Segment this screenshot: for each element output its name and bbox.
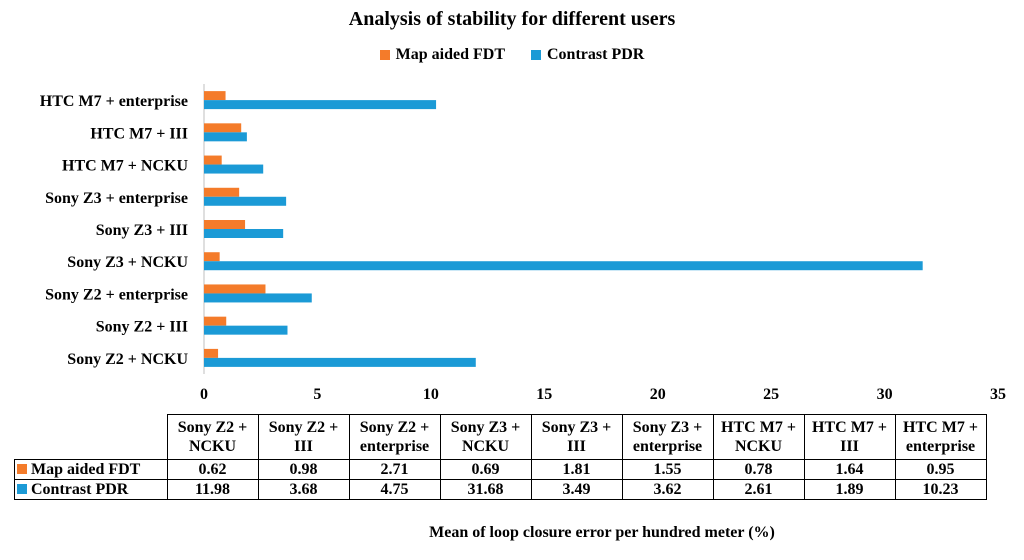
y-tick-label-htc-m7-iii: HTC M7 + III: [90, 125, 188, 142]
table-cell: 11.98: [166, 479, 259, 500]
table-cell: 10.23: [894, 479, 987, 500]
bar-contrast-pdr-sony-z2-enterprise: [204, 293, 312, 303]
table-header-htc-m7-enterprise: HTC M7 + enterprise: [894, 414, 987, 460]
table-cell: 2.61: [712, 479, 805, 500]
table-cell: 3.68: [257, 479, 350, 500]
bar-contrast-pdr-sony-z2-iii: [204, 325, 288, 335]
table-cell: 2.71: [348, 459, 441, 480]
table-header-htc-m7-ncku: HTC M7 + NCKU: [712, 414, 805, 460]
legend-swatch-map-aided-fdt: [379, 50, 390, 60]
y-tick-label-sony-z3-ncku: Sony Z3 + NCKU: [67, 254, 188, 271]
table-cell: 1.81: [530, 459, 623, 480]
table-cell: 4.75: [348, 479, 441, 500]
bar-map-aided-fdt-sony-z3-enterprise: [204, 187, 240, 197]
table-row-map-aided-fdt: Map aided FDT 0.62 0.98 2.71 0.69 1.81 1…: [14, 459, 987, 480]
table-row-label: Map aided FDT: [14, 459, 168, 480]
bar-map-aided-fdt-htc-m7-ncku: [204, 155, 222, 165]
x-tick-label-35: 35: [990, 386, 1006, 403]
bar-map-aided-fdt-sony-z3-ncku: [204, 252, 220, 262]
y-tick-label-sony-z2-ncku: Sony Z2 + NCKU: [67, 351, 188, 368]
x-tick-label-15: 15: [536, 386, 552, 403]
bar-contrast-pdr-sony-z3-iii: [204, 229, 284, 238]
y-tick-label-sony-z3-enterprise: Sony Z3 + enterprise: [45, 190, 188, 207]
table-cell: 3.62: [621, 479, 714, 500]
table-header-htc-m7-iii: HTC M7 + III: [803, 414, 896, 460]
bar-map-aided-fdt-sony-z2-iii: [204, 316, 227, 326]
table-header-sony-z2-iii: Sony Z2 + III: [257, 414, 350, 460]
table-swatch-contrast-pdr: [17, 484, 27, 494]
bar-contrast-pdr-htc-m7-iii: [204, 132, 247, 142]
bar-contrast-pdr-htc-m7-ncku: [204, 164, 264, 174]
bar-contrast-pdr-sony-z2-ncku: [204, 357, 476, 367]
bar-map-aided-fdt-htc-m7-iii: [204, 123, 242, 133]
bar-map-aided-fdt-sony-z2-enterprise: [204, 284, 266, 294]
y-tick-label-sony-z3-iii: Sony Z3 + III: [96, 222, 188, 239]
legend-item-contrast-pdr: Contrast PDR: [531, 46, 644, 64]
x-axis-label: Mean of loop closure error per hundred m…: [429, 524, 775, 541]
table-header-row: Sony Z2 + NCKU Sony Z2 + III Sony Z2 + ente…: [14, 414, 987, 460]
x-tick-label-20: 20: [650, 386, 666, 403]
table-header-sony-z3-ncku: Sony Z3 + NCKU: [439, 414, 532, 460]
table-cell: 0.95: [894, 459, 987, 480]
table-header-sony-z3-enterprise: Sony Z3 + enterprise: [621, 414, 714, 460]
table-cell: 0.69: [439, 459, 532, 480]
y-tick-label-htc-m7-enterprise: HTC M7 + enterprise: [40, 93, 188, 110]
table-header-sony-z2-enterprise: Sony Z2 + enterprise: [348, 414, 441, 460]
plot-area: Sony Z2 + NCKU Sony Z2 + III Sony Z2 + ent…: [40, 84, 1006, 403]
legend-swatch-contrast-pdr: [531, 50, 541, 60]
table-cell: 0.62: [166, 459, 259, 480]
table-swatch-map-aided-fdt: [17, 464, 27, 474]
table-cell: 1.64: [803, 459, 896, 480]
bar-map-aided-fdt-sony-z2-ncku: [204, 348, 219, 358]
table-corner: [14, 414, 168, 460]
legend-item-map-aided-fdt: Map aided FDT: [379, 46, 505, 64]
table-cell: 0.98: [257, 459, 350, 480]
y-tick-label-sony-z2-iii: Sony Z2 + III: [96, 319, 188, 336]
table-cell: 0.78: [712, 459, 805, 480]
table-cell: 31.68: [439, 479, 532, 500]
chart-title: Analysis of stability for different user…: [348, 8, 676, 30]
bar-contrast-pdr-sony-z3-ncku: [204, 261, 923, 271]
table-row-contrast-pdr: Contrast PDR 11.98 3.68 4.75 31.68 3.49 …: [14, 479, 987, 500]
legend: Map aided FDT Contrast PDR: [0, 46, 1024, 64]
x-tick-label-5: 5: [313, 386, 321, 403]
bar-contrast-pdr-sony-z3-enterprise: [204, 196, 287, 206]
table-row-label: Contrast PDR: [14, 479, 168, 500]
table-header-sony-z2-ncku: Sony Z2 + NCKU: [166, 414, 259, 460]
table-cell: 1.55: [621, 459, 714, 480]
table-cell: 1.89: [803, 479, 896, 500]
bar-contrast-pdr-htc-m7-enterprise: [204, 100, 437, 110]
bar-map-aided-fdt-sony-z3-iii: [204, 220, 246, 229]
x-tick-label-0: 0: [200, 386, 208, 403]
x-tick-label-30: 30: [877, 386, 893, 403]
y-tick-label-htc-m7-ncku: HTC M7 + NCKU: [62, 158, 188, 175]
x-tick-label-10: 10: [423, 386, 439, 403]
legend-label-map-aided-fdt: Map aided FDT: [395, 46, 505, 63]
table-header-sony-z3-iii: Sony Z3 + III: [530, 414, 623, 460]
bar-map-aided-fdt-htc-m7-enterprise: [204, 91, 226, 101]
y-tick-label-sony-z2-enterprise: Sony Z2 + enterprise: [45, 286, 188, 303]
legend-label-contrast-pdr: Contrast PDR: [547, 46, 645, 63]
data-table: Sony Z2 + NCKU Sony Z2 + III Sony Z2 + ente…: [14, 414, 987, 500]
x-tick-label-25: 25: [763, 386, 779, 403]
table-cell: 3.49: [530, 479, 623, 500]
